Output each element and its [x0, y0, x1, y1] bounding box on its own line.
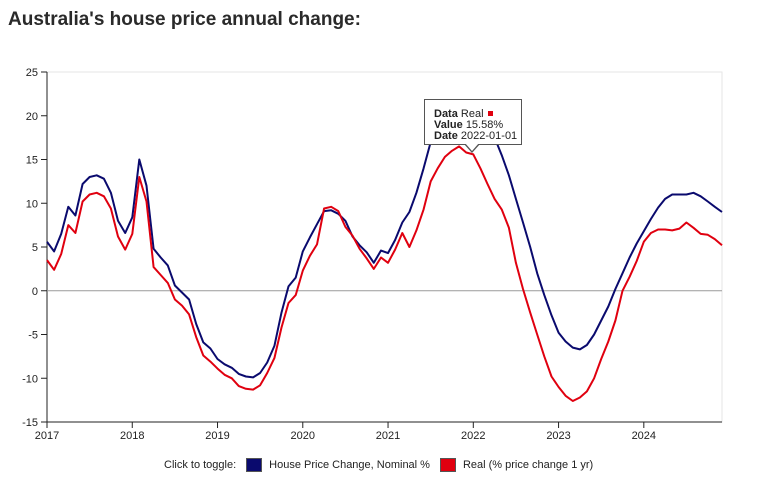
legend-swatch-nominal	[246, 458, 263, 472]
chart-title: Australia's house price annual change:	[8, 9, 361, 30]
series-line-real	[46, 145, 723, 402]
legend-item-real[interactable]: Real (% price change 1 yr)	[439, 458, 594, 472]
plot-area	[46, 71, 723, 423]
tooltip-value: 15.58%	[465, 119, 504, 131]
y-tick-label: -15	[22, 417, 38, 429]
tooltip-series-dot	[487, 111, 493, 116]
x-tick-label: 2022	[461, 430, 485, 442]
y-tick-label: 20	[26, 111, 38, 123]
series-line-nominal	[46, 123, 723, 379]
x-tick-label: 2023	[546, 430, 570, 442]
y-tick-label: 10	[26, 198, 38, 210]
legend-item-nominal[interactable]: House Price Change, Nominal %	[246, 458, 430, 472]
x-tick-label: 2020	[291, 430, 315, 442]
x-tick-label: 2024	[632, 430, 656, 442]
x-axis: 2017 2018 2019 2020 2021 2022 2023 2024	[35, 421, 722, 442]
x-tick-label: 2021	[376, 430, 400, 442]
y-tick-label: 0	[32, 286, 38, 298]
y-tick-label: 25	[26, 67, 38, 79]
legend-label-real: Real (% price change 1 yr)	[462, 459, 594, 471]
x-tick-label: 2019	[205, 430, 229, 442]
y-tick-label: 15	[26, 155, 38, 167]
tooltip-pointer	[464, 143, 480, 153]
x-tick-label: 2017	[35, 430, 59, 442]
tooltip-data-key: Data	[434, 108, 458, 120]
tooltip-data-value: Real	[460, 108, 484, 120]
legend-swatch-real	[439, 458, 456, 472]
tooltip-date: 2022-01-01	[460, 130, 518, 142]
tooltip-date-key: Date	[434, 130, 458, 142]
y-tick-label: 5	[32, 242, 38, 254]
legend: Click to toggle: House Price Change, Nom…	[164, 458, 603, 472]
legend-toggle-prefix: Click to toggle:	[164, 459, 237, 471]
y-axis: -15 -10 -5 0 5 10 15 20 25	[22, 67, 48, 429]
x-tick-label: 2018	[120, 430, 144, 442]
y-tick-label: -10	[22, 373, 38, 385]
tooltip-value-key: Value	[434, 119, 463, 131]
y-tick-label: -5	[28, 330, 38, 342]
legend-label-nominal: House Price Change, Nominal %	[269, 459, 430, 471]
data-tooltip: Data Real Value 15.58% Date 2022-01-01	[424, 99, 522, 145]
